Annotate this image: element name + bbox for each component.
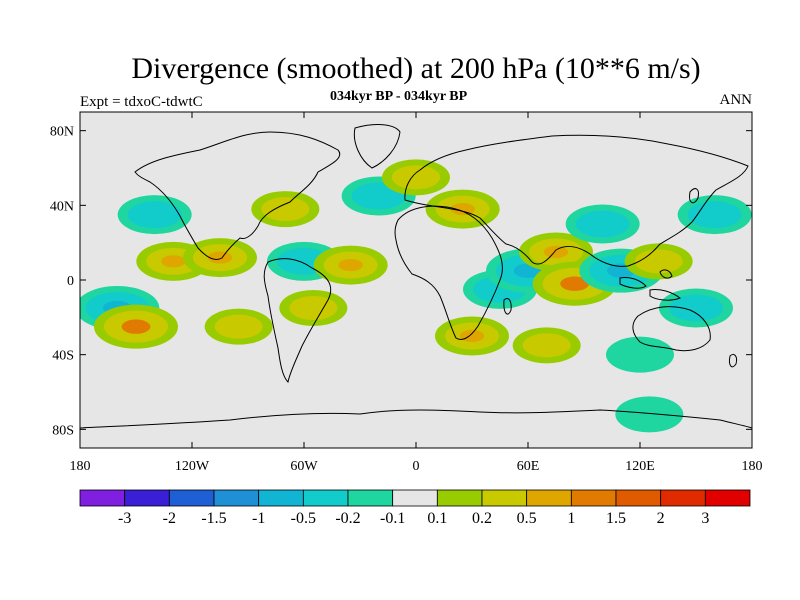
y-tick-label: 80N: [50, 125, 74, 140]
colorbar-swatch: [213, 489, 260, 507]
x-tick-label: 180: [70, 459, 91, 474]
x-tick-label: 0: [413, 459, 420, 474]
y-tick-label: 80S: [52, 423, 74, 438]
colorbar-swatch: [168, 489, 215, 507]
colorbar-label: -3: [118, 510, 131, 527]
x-tick-label: 120E: [625, 459, 655, 474]
colorbar: -3 -2 -1.5 -1 -0.5 -0.2 -0.1 0.1 0.2 0.5 1 1.5 2 3: [79, 489, 751, 527]
colorbar-swatch: [570, 489, 617, 507]
colorbar-label: -0.2: [335, 510, 360, 527]
colorbar-label: -0.1: [380, 510, 405, 527]
field-blob-core: [161, 255, 186, 268]
field-blob: [214, 314, 263, 339]
field-blob: [522, 333, 571, 358]
x-tick-label: 180: [742, 459, 763, 474]
coastline-south-america: [263, 258, 332, 384]
field-blob: [616, 342, 664, 367]
experiment-label: Expt = tdxoC-tdwtC: [80, 94, 203, 110]
field-blob-core: [291, 255, 317, 268]
coastline-indonesia: [619, 269, 682, 301]
field-blob-core: [543, 245, 569, 259]
coastline-new-zealand: [729, 353, 737, 368]
field-blob-core: [207, 251, 233, 264]
coastline-antarctica: [80, 409, 752, 429]
field-blob-core: [450, 202, 475, 216]
coastlines: [80, 124, 752, 429]
field-blob-core: [683, 301, 709, 315]
season-label: ANN: [719, 92, 753, 108]
coastline-japan: [689, 188, 699, 204]
colorbar-swatch: [436, 489, 483, 507]
x-tick-label: 60W: [290, 459, 318, 474]
field-blob-core: [338, 258, 363, 272]
y-tick-label: 0: [67, 274, 74, 289]
colorbar-swatch: [302, 489, 349, 507]
x-tick-label: 120W: [175, 459, 210, 474]
colorbar-swatch: [392, 489, 438, 507]
colorbar-label: -0.5: [291, 510, 316, 527]
colorbar-swatch: [704, 489, 751, 507]
colorbar-label: 0.5: [517, 510, 537, 527]
colorbar-swatch: [124, 489, 170, 507]
plot-title: Divergence (smoothed) at 200 hPa (10**6 …: [131, 52, 701, 85]
colorbar-swatch: [347, 489, 394, 507]
colorbar-label: -2: [163, 510, 176, 527]
y-tick-label: 40N: [50, 199, 74, 214]
map-axes: 180 120W 60W 0 60E 120E 180 80N 40N 0 40S 80S: [50, 112, 763, 474]
coastline-madagascar: [503, 297, 512, 315]
colorbar-label: 0.2: [472, 510, 492, 527]
field-blob: [392, 165, 440, 190]
colorbar-swatch: [481, 489, 528, 507]
coastline-africa: [394, 205, 503, 340]
field-blob-core: [560, 276, 590, 291]
field-blob-core: [366, 189, 391, 203]
field-blob-core: [702, 208, 727, 221]
colorbar-label: 1.5: [606, 510, 626, 527]
field-blob-core: [121, 319, 151, 334]
colorbar-swatch: [660, 489, 706, 507]
colorbar-label: -1: [252, 510, 265, 527]
colorbar-swatch: [258, 489, 304, 507]
coastline-greenland: [353, 124, 401, 169]
field-blob: [634, 249, 683, 274]
coastline-australia: [632, 306, 711, 352]
y-tick-label: 40S: [52, 349, 74, 364]
field-blob: [625, 402, 674, 427]
field-blob-core: [590, 217, 615, 231]
field-blob-core: [142, 208, 167, 221]
colorbar-label: 3: [701, 510, 709, 527]
period-label: 034kyr BP - 034kyr BP: [330, 89, 468, 104]
field-blob: [261, 197, 310, 222]
field-blob-core: [459, 329, 485, 343]
coastline-north-america: [134, 131, 341, 261]
colorbar-swatch: [79, 489, 126, 507]
colorbar-label: 2: [657, 510, 665, 527]
coastline-europe-asia: [404, 134, 749, 267]
colorbar-label: 1: [567, 510, 575, 527]
colorbar-label: 0.1: [427, 510, 447, 527]
x-tick-label: 60E: [517, 459, 540, 474]
colorbar-swatch: [615, 489, 662, 507]
colorbar-swatch: [526, 489, 572, 507]
colorbar-label: -1.5: [201, 510, 226, 527]
divergence-field: [80, 159, 752, 433]
field-blob: [289, 296, 338, 320]
